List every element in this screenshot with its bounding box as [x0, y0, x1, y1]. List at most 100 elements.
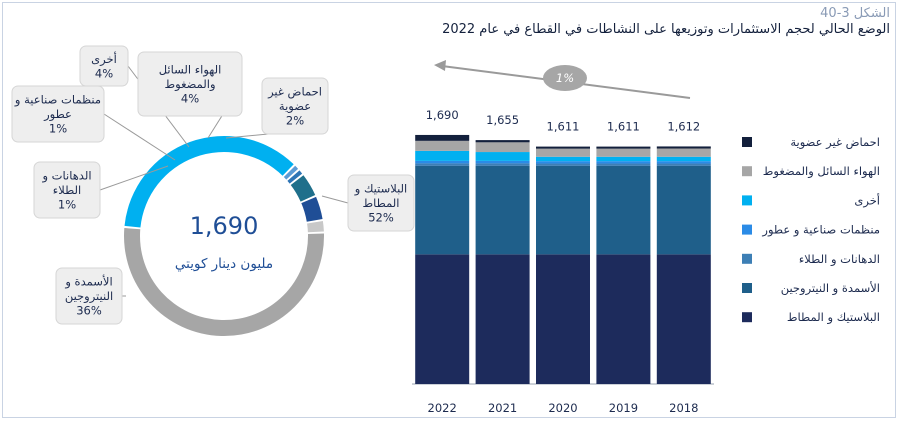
stacked-bar-chart: 1,69020221,65520211,61120201,61120191,61… — [412, 108, 714, 415]
legend-label: الدهانات و الطلاء — [799, 252, 880, 267]
bar-segment — [415, 254, 470, 384]
bar-column: 1,690 2022 — [415, 108, 470, 415]
slice-name-label: الأسمدة و — [64, 275, 112, 290]
bar-segment — [475, 142, 530, 153]
callout-box — [33, 161, 101, 219]
bar-segment — [475, 160, 530, 164]
leader-line — [321, 195, 349, 204]
figure-header: الشكل 3-40 الوضع الحالي لحجم الاستثمارات… — [442, 6, 890, 38]
legend: احماض غير عضوية الهواء السائل والمضغوط أخر… — [742, 135, 880, 325]
slice-name-label: عطور — [43, 107, 72, 122]
growth-badge — [543, 65, 587, 91]
figure-frame — [2, 2, 896, 418]
bar-segment — [475, 140, 530, 143]
legend-label: الأسمدة و النيتروجين — [781, 281, 880, 296]
bar-column: 1,611 2020 — [536, 120, 590, 415]
slice-percent-label: 4% — [95, 66, 113, 80]
bar-segment — [475, 165, 530, 255]
leader-line — [99, 165, 169, 191]
slice-name-label: احماض غير — [267, 85, 322, 100]
bar-total-label: 1,611 — [547, 120, 580, 134]
legend-label: احماض غير عضوية — [790, 135, 880, 150]
slice-name-label: النيتروجين — [65, 289, 113, 304]
bar-segment — [656, 148, 711, 157]
slice-name-label: منظمات صناعية و — [14, 93, 101, 108]
bar-segment — [415, 140, 470, 151]
slice-name-label: البلاستيك و — [354, 182, 408, 197]
slice-name-label: المطاط — [363, 196, 400, 210]
slice-percent-label: 1% — [58, 198, 76, 212]
donut-slice — [124, 135, 294, 228]
x-tick-label: 2022 — [428, 401, 457, 415]
bar-segment — [656, 161, 711, 164]
callout-box — [11, 85, 105, 143]
x-tick-label: 2019 — [609, 401, 638, 415]
bar-total-label: 1,655 — [486, 113, 519, 127]
slice-name-label: أخرى — [91, 51, 117, 67]
callout-box — [137, 51, 243, 117]
bar-column: 1,611 2019 — [596, 120, 651, 415]
slice-percent-label: 1% — [49, 122, 67, 136]
bar-segment — [656, 165, 711, 255]
leader-line — [225, 133, 269, 139]
bar-column: 1,612 2018 — [656, 119, 711, 415]
bar-segment — [536, 161, 590, 164]
legend-label: منظمات صناعية و عطور — [761, 223, 880, 238]
legend-swatch — [742, 253, 752, 264]
bar-segment — [656, 146, 711, 149]
callout-box — [261, 77, 329, 135]
legend-item: الأسمدة و النيتروجين — [742, 281, 880, 296]
bar-segment — [415, 160, 470, 164]
slice-percent-label: 4% — [181, 92, 199, 106]
legend-item: احماض غير عضوية — [742, 135, 880, 150]
x-tick-label: 2018 — [669, 401, 698, 415]
callout-box — [347, 174, 415, 232]
bar-segment — [536, 163, 590, 166]
donut-slice — [124, 227, 325, 336]
bar-segment — [415, 150, 470, 161]
bar-segment — [415, 163, 470, 166]
bar-segment — [596, 165, 651, 255]
slice-percent-label: 36% — [76, 304, 102, 318]
bar-segment — [415, 165, 470, 255]
legend-label: البلاستيك و المطاط — [787, 310, 880, 325]
bar-segment — [596, 146, 651, 149]
bar-segment — [536, 165, 590, 255]
bar-column: 1,655 2021 — [475, 113, 530, 415]
bar-segment — [656, 156, 711, 162]
donut-slice — [307, 221, 324, 233]
donut-chart: 1,690 مليون دينار كويتي البلاستيك والمطاط5… — [11, 45, 415, 336]
slice-percent-label: 52% — [368, 211, 394, 225]
legend-item: البلاستيك و المطاط — [742, 310, 880, 325]
bar-segment — [596, 161, 651, 164]
bar-total-label: 1,611 — [607, 120, 640, 134]
growth-badge-label: 1% — [556, 71, 574, 85]
donut-slice — [290, 175, 316, 202]
bar-segment — [656, 163, 711, 166]
legend-swatch — [742, 166, 752, 177]
slice-percent-label: 2% — [286, 114, 304, 128]
slice-name-label: الهواء السائل — [159, 63, 222, 78]
bar-segment — [596, 156, 651, 162]
legend-label: أخرى — [854, 192, 880, 208]
donut-slice — [283, 165, 299, 180]
legend-item: الدهانات و الطلاء — [742, 252, 880, 267]
bar-segment — [475, 254, 530, 384]
bar-segment — [475, 152, 530, 161]
bar-total-label: 1,690 — [426, 108, 459, 122]
slice-name-label: الدهانات و — [41, 169, 91, 184]
bar-segment — [536, 146, 590, 149]
bar-segment — [596, 163, 651, 166]
slice-name-label: الطلاء — [53, 183, 81, 197]
leader-line — [103, 113, 176, 161]
bar-segment — [596, 148, 651, 157]
x-tick-label: 2020 — [548, 401, 577, 415]
legend-swatch — [742, 283, 752, 293]
legend-item: الهواء السائل والمضغوط — [742, 164, 880, 179]
slice-name-label: عضوية — [279, 99, 311, 114]
